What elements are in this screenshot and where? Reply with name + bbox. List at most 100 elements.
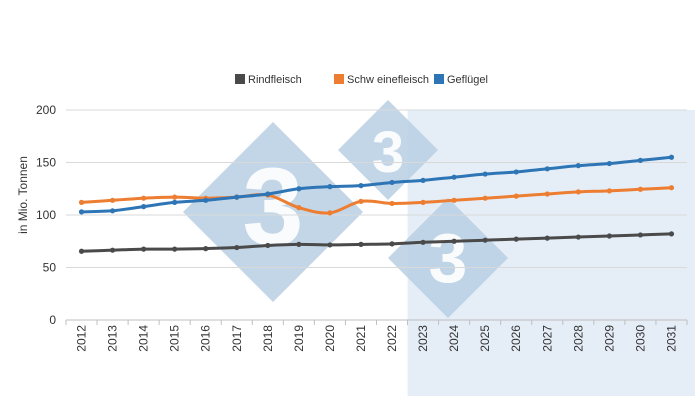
data-point-2014 — [141, 204, 147, 210]
data-point-2014 — [141, 195, 147, 201]
data-point-2015 — [172, 199, 178, 205]
data-point-2030 — [637, 186, 644, 192]
y-tick-label-50: 50 — [43, 261, 57, 275]
series-lines — [78, 154, 675, 254]
y-tick-label-150: 150 — [36, 156, 56, 170]
legend-swatch — [334, 74, 344, 84]
data-point-2019 — [296, 205, 302, 211]
watermark-diamond-top — [338, 100, 438, 200]
data-point-2031 — [668, 185, 675, 191]
y-tick-label-100: 100 — [36, 208, 56, 222]
x-tick-label-2024: 2024 — [447, 325, 461, 352]
data-point-2028 — [575, 234, 581, 240]
x-tick-label-2013: 2013 — [106, 325, 120, 352]
x-tick-labels: 2012 2013 2014 2015 2016 2017 2018 2019 2020 2021… — [75, 325, 679, 352]
x-tick-label-2023: 2023 — [416, 325, 430, 352]
legend-label: Schw einefleisch — [347, 74, 429, 86]
data-point-2030 — [637, 157, 644, 163]
x-tick-label-2014: 2014 — [137, 325, 151, 352]
x-tick-label-2015: 2015 — [168, 325, 182, 352]
x-tick-label-2029: 2029 — [602, 325, 616, 352]
legend-swatch — [434, 74, 444, 84]
data-point-2027 — [544, 191, 550, 197]
data-point-2024 — [451, 174, 457, 180]
x-tick-label-2025: 2025 — [478, 325, 492, 352]
data-point-2013 — [109, 197, 116, 203]
x-tick-label-2020: 2020 — [323, 325, 337, 352]
data-point-2018 — [265, 242, 271, 249]
data-point-2019 — [296, 186, 302, 192]
data-point-2026 — [513, 236, 519, 242]
y-axis-title: in Mio. Tonnen — [16, 156, 30, 234]
watermark-diamond-large — [183, 122, 363, 302]
data-point-2025 — [482, 195, 488, 201]
data-point-2028 — [575, 163, 581, 169]
data-point-2028 — [575, 189, 581, 195]
data-point-2030 — [637, 232, 644, 238]
legend-label: Rindfleisch — [248, 74, 302, 86]
data-point-2021 — [358, 241, 364, 247]
x-tick-label-2021: 2021 — [354, 325, 368, 352]
x-tick-label-2027: 2027 — [540, 325, 554, 352]
data-point-2023 — [420, 177, 426, 183]
x-tick-label-2019: 2019 — [292, 325, 306, 352]
data-point-2027 — [544, 166, 550, 172]
data-point-2023 — [420, 199, 426, 205]
watermark-three-top: 3 — [372, 120, 404, 185]
legend-swatch — [235, 74, 245, 84]
x-tick-label-2028: 2028 — [571, 325, 585, 352]
data-point-2029 — [606, 160, 612, 167]
x-tick-label-2031: 2031 — [664, 325, 678, 352]
watermark-three-large: 3 — [242, 146, 303, 269]
data-point-2027 — [544, 235, 550, 241]
data-point-2013 — [109, 208, 116, 214]
data-point-2014 — [141, 246, 147, 252]
data-point-2012 — [78, 248, 85, 254]
data-point-2020 — [327, 210, 333, 216]
data-point-2024 — [451, 238, 457, 244]
data-point-2021 — [358, 198, 364, 204]
x-tick-label-2012: 2012 — [75, 325, 89, 352]
data-point-2025 — [482, 171, 488, 177]
x-tick-label-2018: 2018 — [261, 325, 275, 352]
data-point-2023 — [420, 239, 426, 245]
x-tick-label-2016: 2016 — [199, 325, 213, 352]
data-point-2015 — [172, 194, 178, 200]
watermark-three-bottom: 3 — [429, 219, 468, 297]
data-point-2024 — [451, 197, 457, 203]
data-point-2016 — [203, 197, 209, 203]
data-point-2012 — [78, 209, 85, 215]
data-point-2015 — [172, 246, 178, 252]
data-point-2026 — [513, 193, 519, 199]
data-point-2025 — [482, 237, 488, 243]
x-tick-label-2030: 2030 — [633, 325, 647, 352]
data-point-2029 — [606, 233, 612, 239]
y-tick-labels: 0 50 100 150 200 — [36, 103, 56, 327]
series-2 — [78, 154, 675, 215]
data-point-2031 — [668, 231, 675, 237]
gridlines — [65, 109, 688, 325]
data-point-2029 — [606, 188, 612, 194]
data-point-2019 — [296, 241, 302, 247]
data-point-2031 — [668, 154, 675, 160]
data-point-2017 — [234, 244, 240, 251]
data-point-2012 — [78, 199, 85, 205]
x-tick-label-2022: 2022 — [385, 325, 399, 352]
data-point-2021 — [358, 183, 364, 189]
data-point-2017 — [234, 194, 240, 200]
data-point-2018 — [265, 191, 271, 197]
watermark-diamond-bottom — [388, 198, 508, 318]
data-point-2026 — [513, 169, 519, 175]
series-line — [81, 155, 672, 214]
legend: Rindfleisch Schw einefleisch Geflügel — [235, 74, 488, 86]
legend-label: Geflügel — [447, 74, 488, 86]
x-tick-label-2017: 2017 — [230, 325, 244, 352]
data-point-2022 — [389, 241, 395, 247]
data-point-2022 — [389, 179, 395, 186]
x-tick-label-2026: 2026 — [509, 325, 523, 352]
data-point-2016 — [203, 246, 209, 252]
watermark-logo: 3 33 — [183, 100, 508, 318]
data-point-2013 — [109, 247, 116, 253]
y-tick-label-200: 200 — [36, 103, 56, 117]
